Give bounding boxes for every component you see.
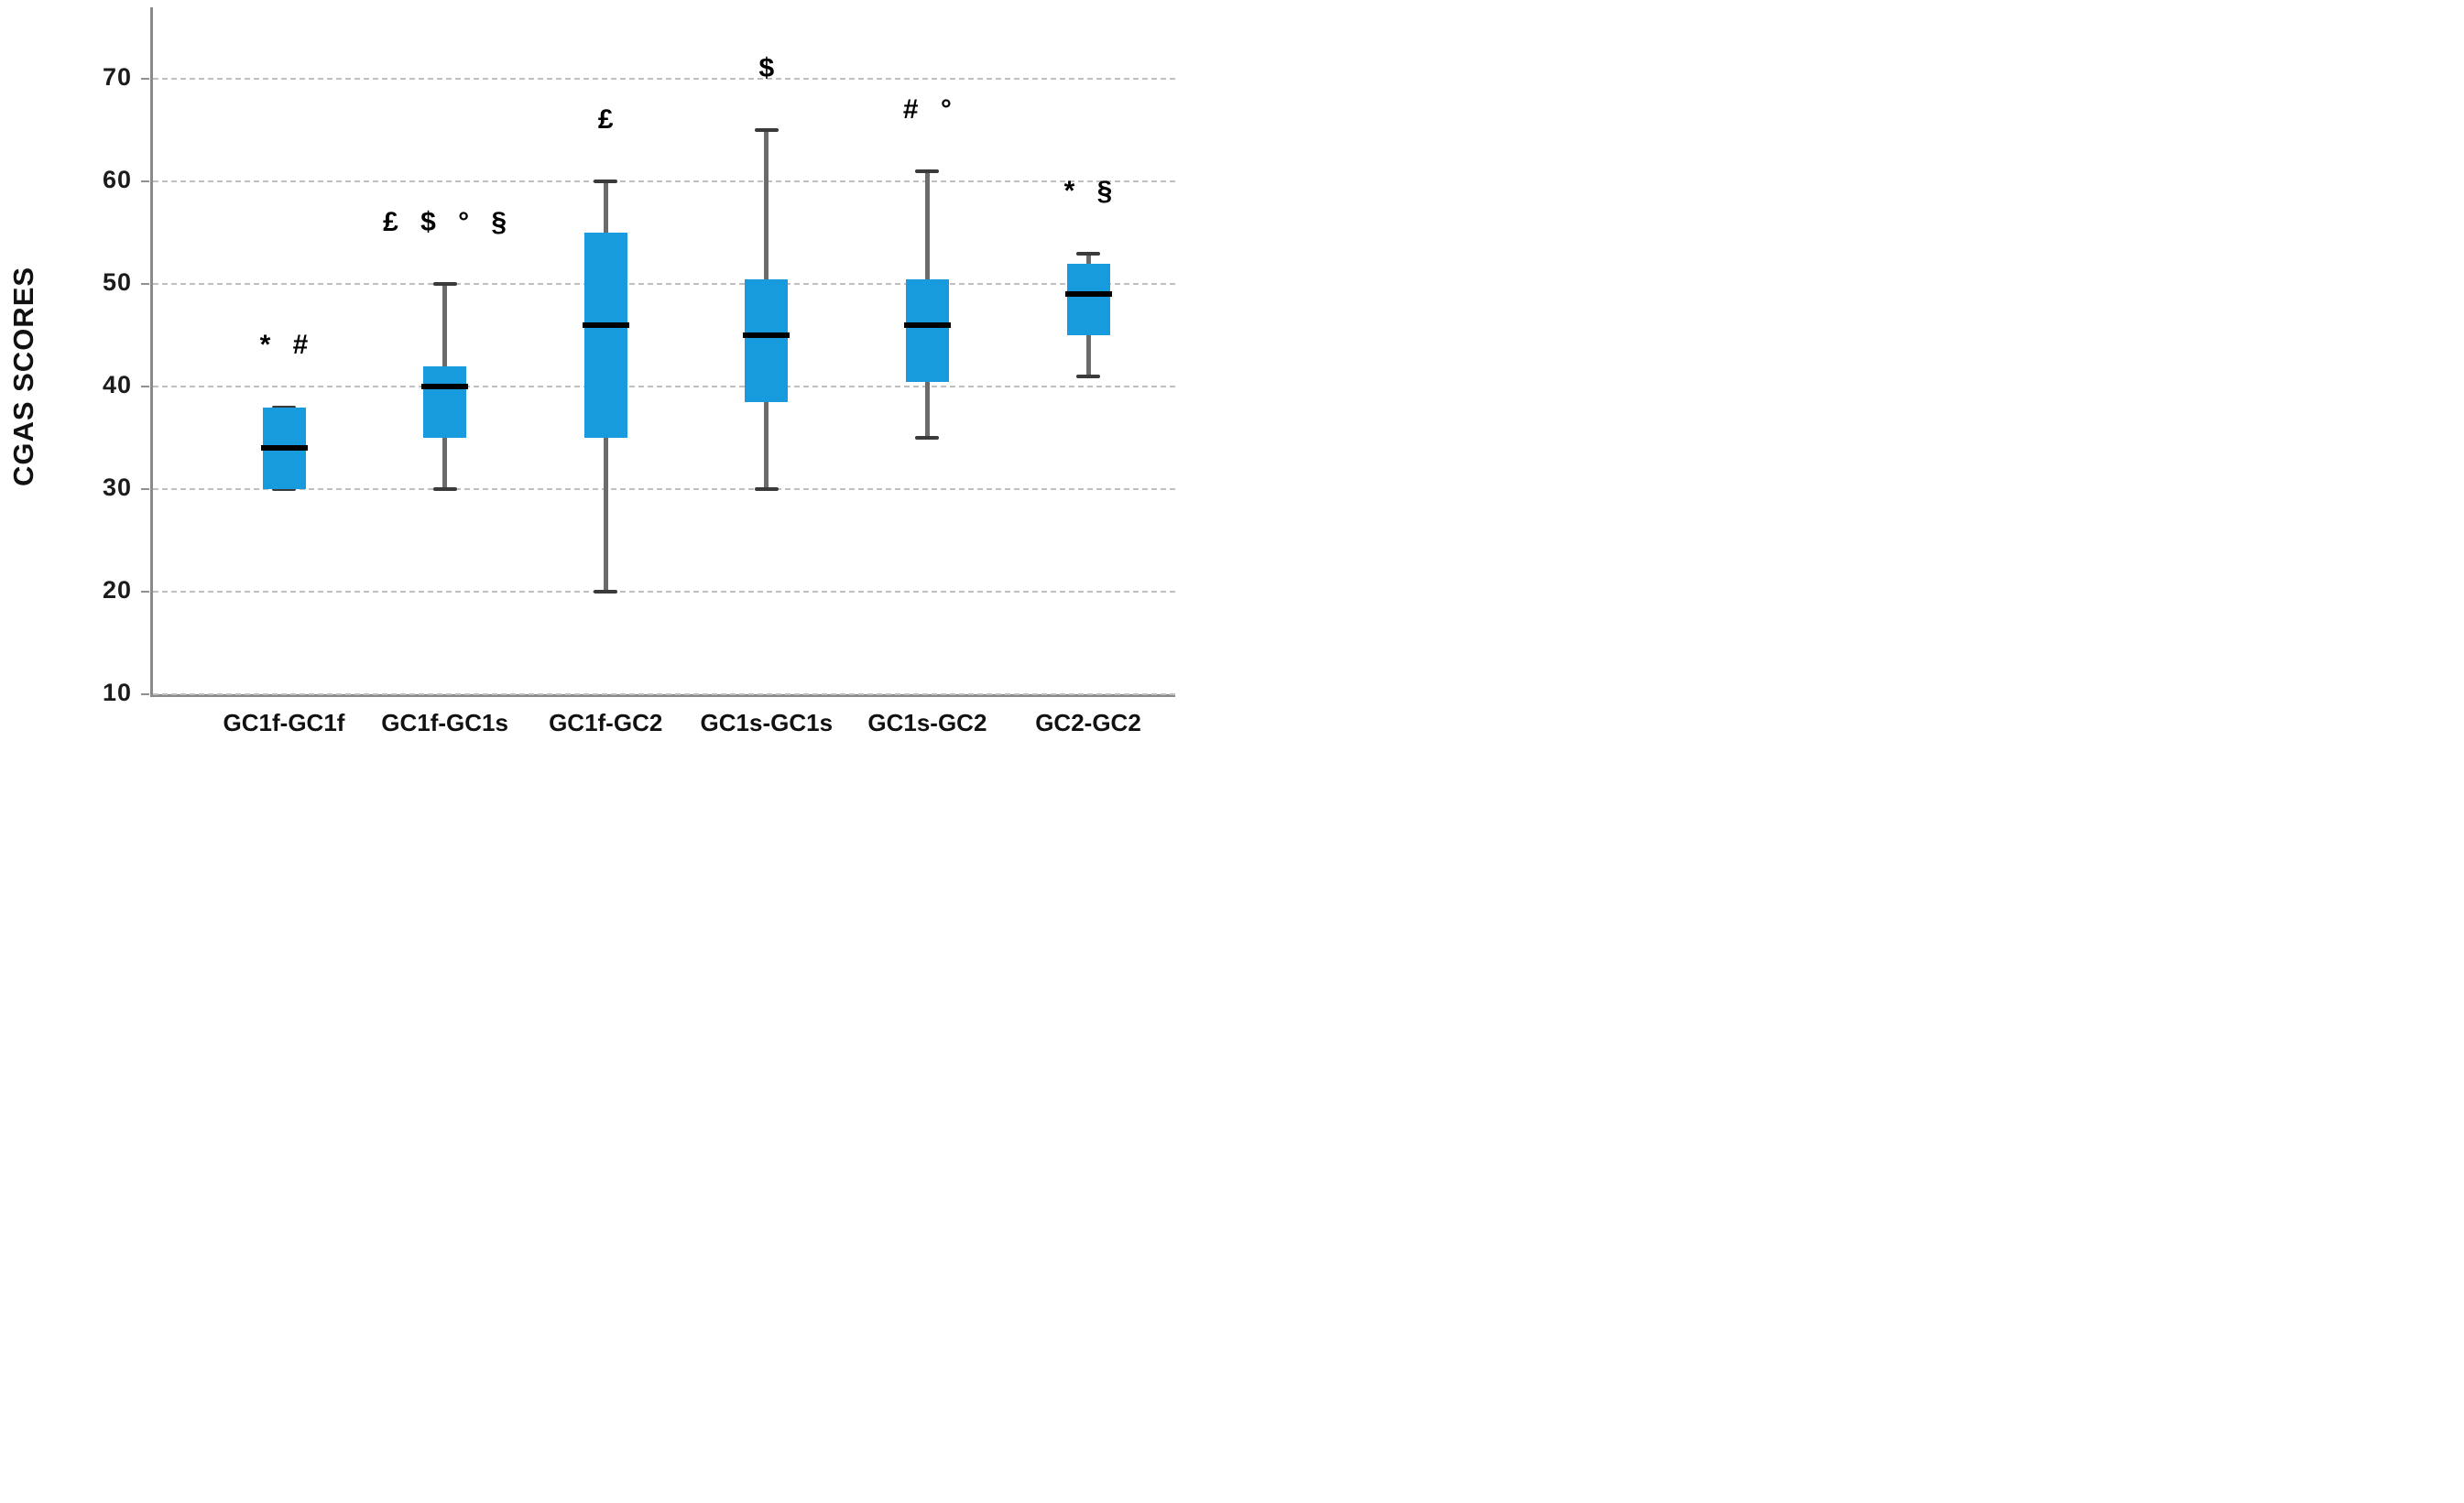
median-line: [743, 332, 790, 339]
y-gridline: [153, 386, 1175, 388]
median-line: [582, 322, 629, 328]
upper-whisker: [1085, 253, 1091, 264]
iqr-box: [745, 278, 789, 402]
y-tick-label: 60: [102, 166, 132, 194]
whisker-cap-max: [594, 180, 618, 184]
y-tick-mark: [141, 591, 149, 594]
median-line: [1064, 291, 1112, 298]
iqr-box: [905, 278, 949, 382]
figure: CGAS SCORES 70 60 50 40 30 20 10 * # GC1f-GC1f £ …: [0, 0, 1232, 760]
y-tick-label: 20: [102, 576, 132, 604]
whisker-cap-min: [754, 487, 779, 492]
iqr-box: [1066, 263, 1110, 336]
y-axis-line: [150, 7, 153, 697]
lower-whisker: [603, 438, 608, 593]
x-axis-line: [150, 694, 1175, 697]
iqr-box: [583, 233, 627, 439]
y-tick-mark: [141, 283, 149, 286]
y-gridline: [153, 180, 1175, 183]
x-category-label: GC1f-GC1s: [381, 709, 508, 736]
y-tick-mark: [141, 180, 149, 183]
y-tick-mark: [141, 386, 149, 388]
boxplot-chart: CGAS SCORES 70 60 50 40 30 20 10 * # GC1f-GC1f £ …: [0, 0, 1232, 760]
y-tick-label: 10: [102, 679, 132, 706]
whisker-cap-min: [594, 590, 618, 594]
lower-whisker: [764, 401, 769, 490]
whisker-cap-min: [1076, 374, 1100, 378]
whisker-cap-max: [432, 282, 457, 287]
lower-whisker: [1085, 335, 1091, 376]
x-category-label: GC1f-GC2: [549, 709, 663, 736]
y-tick-label: 30: [102, 474, 132, 502]
whisker-cap-max: [754, 128, 779, 133]
lower-whisker: [924, 381, 930, 439]
y-gridline: [153, 591, 1175, 594]
y-gridline: [153, 693, 1175, 695]
significance-annotation: * §: [1063, 176, 1113, 207]
y-tick-mark: [141, 488, 149, 491]
significance-annotation: £: [597, 104, 614, 136]
y-tick-label: 40: [102, 371, 132, 399]
x-category-label: GC1s-GC2: [867, 709, 987, 736]
y-tick-label: 50: [102, 268, 132, 297]
significance-annotation: * #: [259, 330, 309, 361]
y-tick-label: 70: [102, 63, 132, 92]
y-gridline: [153, 78, 1175, 81]
whisker-cap-min: [432, 487, 457, 492]
lower-whisker: [442, 438, 448, 490]
median-line: [903, 322, 951, 328]
whisker-cap-max: [915, 169, 940, 174]
upper-whisker: [603, 181, 608, 234]
x-category-label: GC1f-GC1f: [223, 709, 345, 736]
whisker-cap-min: [272, 487, 296, 492]
y-tick-mark: [141, 78, 149, 81]
y-gridline: [153, 283, 1175, 286]
upper-whisker: [442, 284, 448, 366]
upper-whisker: [924, 171, 930, 279]
median-line: [260, 445, 308, 452]
significance-annotation: # °: [902, 93, 952, 125]
y-tick-mark: [141, 693, 149, 695]
median-line: [421, 384, 469, 390]
x-category-label: GC2-GC2: [1035, 709, 1141, 736]
x-category-label: GC1s-GC1s: [700, 709, 834, 736]
upper-whisker: [764, 130, 769, 279]
significance-annotation: £ $ ° §: [383, 207, 507, 238]
y-axis-title: CGAS SCORES: [7, 266, 39, 487]
iqr-box: [423, 365, 467, 439]
whisker-cap-max: [1076, 251, 1100, 256]
whisker-cap-min: [915, 436, 940, 441]
y-gridline: [153, 488, 1175, 491]
significance-annotation: $: [758, 53, 775, 84]
